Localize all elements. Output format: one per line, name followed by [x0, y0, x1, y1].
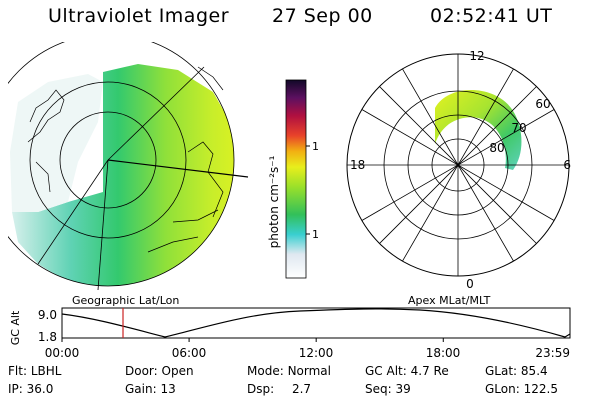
geographic-image-panel: [0, 33, 258, 292]
date-label: 27 Sep 00: [272, 5, 373, 27]
apex-polar-panel: 12 18 6 0 60 70 80: [333, 42, 583, 292]
seq-value: 39: [395, 382, 411, 396]
glat-label: GLat:: [485, 364, 518, 378]
geographic-panel-label: Geographic Lat/Lon: [72, 294, 180, 307]
door-readout: Door: Open: [125, 364, 194, 378]
app-title: Ultraviolet Imager: [48, 5, 230, 27]
glon-label: GLon:: [485, 382, 520, 396]
gain-label: Gain:: [125, 382, 157, 396]
geo-meridian-line: [37, 159, 109, 265]
apex-polar-plot: 12 18 6 0 60 70 80: [346, 49, 571, 291]
colorbar: 100 10 photon cm⁻²s⁻¹: [267, 79, 333, 279]
glon-readout: GLon: 122.5: [485, 382, 558, 396]
door-label: Door:: [125, 364, 158, 378]
polar-hour-label-6: 6: [563, 158, 571, 172]
colorbar-gradient: [285, 79, 307, 279]
gc-alt-readout: GC Alt: 4.7 Re: [365, 364, 449, 378]
polar-hour-label-18: 18: [350, 158, 365, 172]
altitude-plot: GC Alt 9.0 1.8 00:00 06:00 12:00 18:00 2…: [9, 307, 571, 360]
gc-alt-value: 4.7 Re: [410, 364, 449, 378]
altitude-xtick-label: 18:00: [426, 346, 461, 360]
colorbar-tick-label: 10: [312, 228, 318, 241]
ip-label: IP:: [8, 382, 23, 396]
dsp-label: Dsp:: [247, 382, 275, 396]
polar-lat-label-70: 70: [511, 121, 526, 135]
dsp-value: 2.7: [291, 382, 312, 396]
time-label: 02:52:41 UT: [430, 5, 553, 27]
altitude-ylabel: GC Alt: [9, 310, 22, 345]
colorbar-unit-label: photon cm⁻²s⁻¹: [267, 155, 281, 248]
altitude-xtick-label: 06:00: [172, 346, 207, 360]
polar-lat-label-80: 80: [489, 141, 504, 155]
ip-readout: IP: 36.0: [8, 382, 53, 396]
glat-value: 85.4: [520, 364, 548, 378]
altitude-curve: [61, 308, 571, 338]
apex-panel-label: Apex MLat/MLT: [408, 294, 491, 307]
altitude-plot-panel: GC Alt 9.0 1.8 00:00 06:00 12:00 18:00 2…: [0, 304, 600, 360]
altitude-xtick-label: 00:00: [45, 346, 80, 360]
mode-readout: Mode: Normal: [247, 364, 331, 378]
ip-value: 36.0: [26, 382, 54, 396]
gc-alt-label: GC Alt:: [365, 364, 407, 378]
auroral-oval: [435, 90, 522, 170]
altitude-xtick-label: 23:59: [535, 346, 570, 360]
altitude-ytick-label: 1.8: [38, 330, 57, 344]
altitude-plot-frame: [61, 307, 571, 339]
glat-readout: GLat: 85.4: [485, 364, 548, 378]
polar-hour-label-0: 0: [466, 277, 474, 291]
door-value: Open: [161, 364, 194, 378]
polar-hour-label-12: 12: [469, 49, 484, 63]
glon-value: 122.5: [523, 382, 558, 396]
mode-label: Mode:: [247, 364, 284, 378]
coastline-outlines: [27, 66, 224, 253]
gain-value: 13: [160, 382, 176, 396]
geo-lat-circle-outer: [29, 81, 187, 239]
filter-value: LBHL: [30, 364, 62, 378]
colorbar-tick-label: 100: [312, 140, 318, 153]
colorbar-panel: 100 10 photon cm⁻²s⁻¹: [258, 72, 333, 287]
geo-lat-circle-inner: [59, 111, 157, 209]
polar-lat-label-60: 60: [535, 97, 550, 111]
filter-label: Flt:: [8, 364, 27, 378]
gain-readout: Gain: 13: [125, 382, 176, 396]
geo-meridian-line: [97, 159, 109, 291]
altitude-ytick-label: 9.0: [38, 308, 57, 322]
mode-value: Normal: [287, 364, 331, 378]
geographic-image: [0, 33, 249, 291]
filter-readout: Flt: LBHL: [8, 364, 61, 378]
geo-meridian-line: [107, 159, 249, 178]
seq-label: Seq:: [365, 382, 392, 396]
dsp-readout: Dsp: 2.7: [247, 382, 311, 396]
seq-readout: Seq: 39: [365, 382, 411, 396]
altitude-xtick-label: 12:00: [299, 346, 334, 360]
geo-meridian-line: [107, 66, 205, 161]
polar-meridian-line: [361, 109, 555, 221]
